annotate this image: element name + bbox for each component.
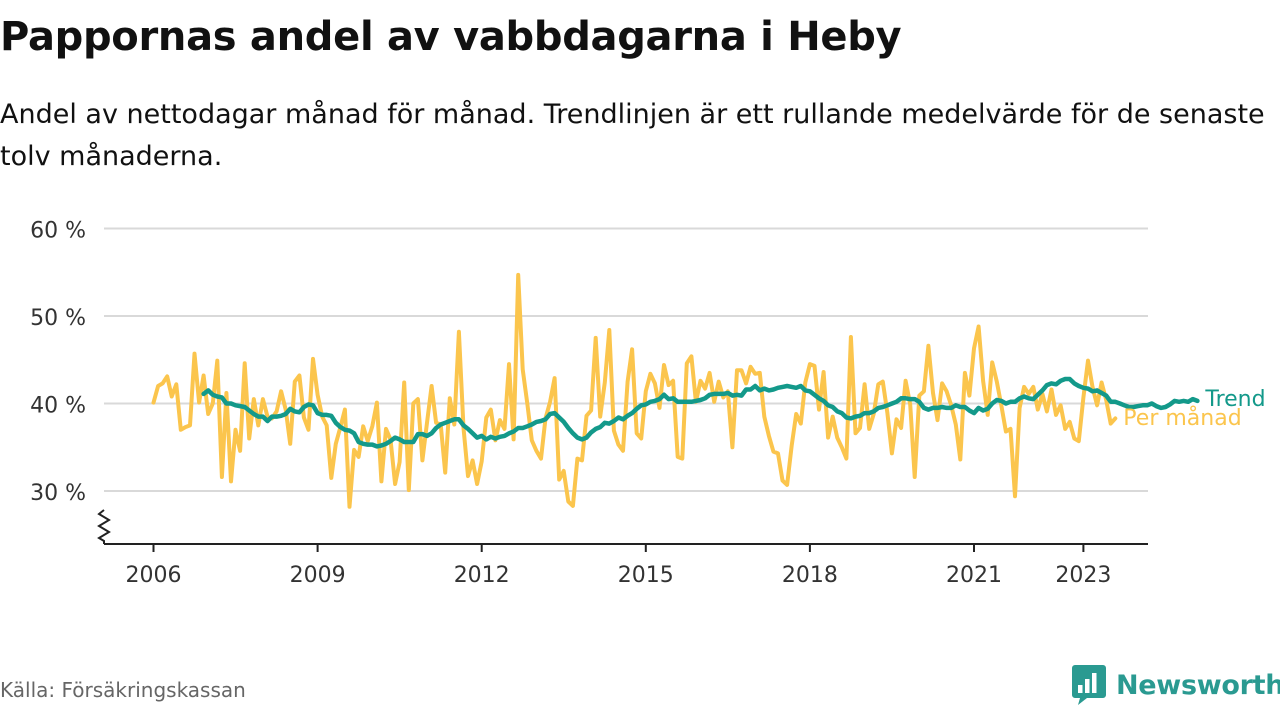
x-tick-label: 2006 (126, 563, 182, 588)
x-tick-label: 2023 (1055, 563, 1111, 588)
x-axis: 2006 2009 2012 2015 2018 2021 2023 (97, 509, 1148, 588)
y-axis: 30 % 40 % 50 % 60 % (30, 219, 86, 507)
chart-title: Pappornas andel av vabbdagarna i Heby (0, 14, 902, 60)
series-group (151, 272, 1200, 509)
monthly-label: Per månad (1123, 405, 1241, 431)
x-tick-label: 2012 (454, 563, 510, 588)
axis-break-icon (97, 509, 111, 544)
line-chart: 30 % 40 % 50 % 60 % 2006 2009 2012 2015 2018 202… (30, 219, 1265, 589)
monthly-line (151, 272, 1118, 509)
x-tick-label: 2015 (618, 563, 674, 588)
chart-subtitle: Andel av nettodagar månad för månad. Tre… (0, 99, 1265, 172)
y-tick-label: 60 % (30, 219, 86, 244)
grid-lines (104, 227, 1148, 492)
newsworthy-logo-icon (1072, 665, 1106, 705)
x-tick-label: 2009 (290, 563, 346, 588)
source-note: Källa: Försäkringskassan (0, 678, 246, 702)
y-tick-label: 50 % (30, 306, 86, 331)
x-tick-label: 2018 (782, 563, 838, 588)
brand-logo[interactable]: Newsworthy (1072, 664, 1280, 706)
x-tick-label: 2021 (946, 563, 1002, 588)
trend-label: Trend (1204, 387, 1265, 412)
brand-name: Newsworthy (1116, 669, 1280, 701)
y-tick-label: 30 % (30, 481, 86, 506)
trend-line (201, 376, 1200, 449)
y-tick-label: 40 % (30, 394, 86, 419)
